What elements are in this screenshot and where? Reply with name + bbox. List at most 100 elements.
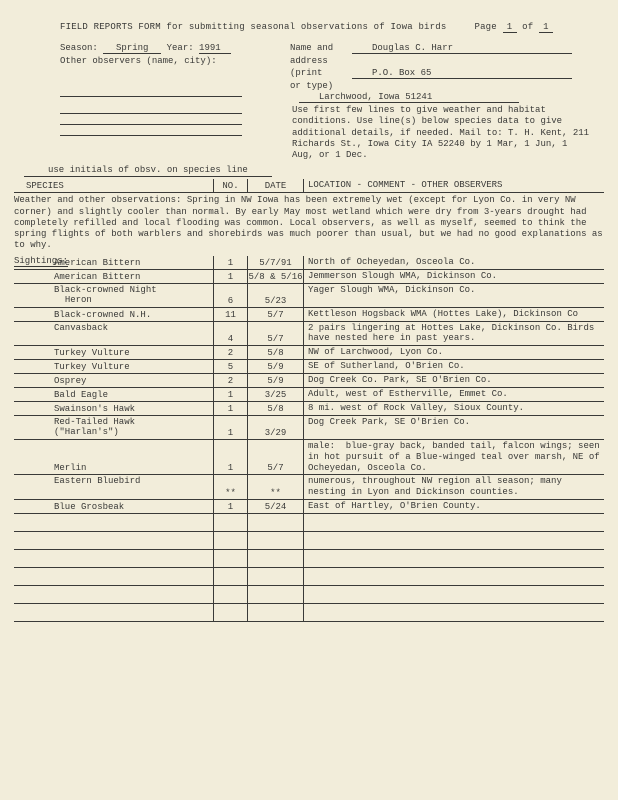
date-cell: 3/25 [248, 388, 304, 401]
count-cell: 1 [214, 416, 248, 439]
name-label-3: (print [290, 68, 352, 79]
location-cell: Jemmerson Slough WMA, Dickinson Co. [304, 270, 604, 283]
sightings-label: Sightings: [14, 256, 68, 267]
location-cell: East of Hartley, O'Brien County. [304, 500, 604, 513]
weather-observations: Weather and other observations: Spring i… [14, 195, 604, 251]
location-cell: 2 pairs lingering at Hottes Lake, Dickin… [304, 322, 604, 346]
date-cell: 5/7 [248, 308, 304, 321]
table-row: Swainson's Hawk15/88 mi. west of Rock Va… [14, 402, 604, 416]
location-cell: NW of Larchwood, Lyon Co. [304, 346, 604, 359]
species-cell: Canvasback [14, 322, 214, 346]
table-row: Bald Eagle13/25Adult, west of Esthervill… [14, 388, 604, 402]
count-cell: 2 [214, 346, 248, 359]
count-cell: 5 [214, 360, 248, 373]
of-label: of [522, 22, 533, 32]
name-label-2: address [290, 56, 352, 66]
count-cell: 1 [214, 270, 248, 283]
table-header-row: SPECIES NO. DATE LOCATION - COMMENT - OT… [14, 179, 604, 193]
table-row-blank [14, 550, 604, 568]
date-cell: 5/8 [248, 402, 304, 415]
date-cell: 5/23 [248, 284, 304, 307]
sightings-table: SPECIES NO. DATE LOCATION - COMMENT - OT… [14, 179, 604, 622]
form-title: FIELD REPORTS FORM for submitting season… [60, 22, 604, 33]
species-cell: Merlin [14, 440, 214, 474]
date-cell: 5/8 & 5/16 [248, 270, 304, 283]
species-cell: Black-crowned Night Heron [14, 284, 214, 307]
count-cell: 6 [214, 284, 248, 307]
table-row: Sightings:American Bittern15/7/91North o… [14, 256, 604, 270]
table-row: Osprey25/9Dog Creek Co. Park, SE O'Brien… [14, 374, 604, 388]
other-observers-label: Other observers (name, city): [60, 56, 290, 66]
season-value: Spring [103, 43, 161, 54]
address-line2: Larchwood, Iowa 51241 [299, 92, 519, 103]
location-cell: Yager Slough WMA, Dickinson Co. [304, 284, 604, 307]
location-cell: Kettleson Hogsback WMA (Hottes Lake), Di… [304, 308, 604, 321]
species-cell: Turkey Vulture [14, 346, 214, 359]
date-cell: 5/7/91 [248, 256, 304, 269]
date-cell: 5/7 [248, 322, 304, 346]
location-cell: Adult, west of Estherville, Emmet Co. [304, 388, 604, 401]
location-cell: 8 mi. west of Rock Valley, Sioux County. [304, 402, 604, 415]
page-total: 1 [539, 22, 553, 33]
count-cell: 1 [214, 402, 248, 415]
count-cell: ** [214, 475, 248, 499]
table-row-blank [14, 532, 604, 550]
date-cell: 5/7 [248, 440, 304, 474]
species-cell: Bald Eagle [14, 388, 214, 401]
col-species: SPECIES [14, 179, 214, 192]
location-cell: male: blue-gray back, banded tail, falco… [304, 440, 604, 474]
species-cell: Swainson's Hawk [14, 402, 214, 415]
name-label-1: Name and [290, 43, 352, 54]
species-cell: Red-Tailed Hawk ("Harlan's") [14, 416, 214, 439]
season-label: Season: [60, 43, 98, 53]
location-cell: North of Ocheyedan, Osceola Co. [304, 256, 604, 269]
year-label: Year: [167, 43, 194, 53]
page-current: 1 [503, 22, 517, 33]
table-row: Black-crowned Night Heron65/23Yager Slou… [14, 284, 604, 308]
count-cell: 11 [214, 308, 248, 321]
location-cell: Dog Creek Park, SE O'Brien Co. [304, 416, 604, 439]
col-no: NO. [214, 179, 248, 192]
location-cell: Dog Creek Co. Park, SE O'Brien Co. [304, 374, 604, 387]
location-cell: SE of Sutherland, O'Brien Co. [304, 360, 604, 373]
address-line1: P.O. Box 65 [352, 68, 572, 79]
table-row-blank [14, 586, 604, 604]
table-row-blank [14, 568, 604, 586]
species-cell: American Bittern [14, 270, 214, 283]
table-row: Turkey Vulture55/9SE of Sutherland, O'Br… [14, 360, 604, 374]
initials-note: use initials of obsv. on species line [24, 165, 272, 177]
count-cell: 2 [214, 374, 248, 387]
year-value: 1991 [199, 43, 231, 54]
species-cell: Osprey [14, 374, 214, 387]
date-cell: 3/29 [248, 416, 304, 439]
weather-label: Weather and other observations: [14, 195, 181, 205]
count-cell: 4 [214, 322, 248, 346]
date-cell: 5/8 [248, 346, 304, 359]
species-cell: Black-crowned N.H. [14, 308, 214, 321]
location-cell: numerous, throughout NW region all seaso… [304, 475, 604, 499]
table-row: American Bittern15/8 & 5/16Jemmerson Slo… [14, 270, 604, 284]
date-cell: 5/9 [248, 374, 304, 387]
date-cell: 5/24 [248, 500, 304, 513]
col-location: LOCATION - COMMENT - OTHER OBSERVERS [304, 179, 604, 192]
date-cell: 5/9 [248, 360, 304, 373]
name-label-4: or type) [290, 81, 352, 91]
table-row: Turkey Vulture25/8NW of Larchwood, Lyon … [14, 346, 604, 360]
table-row: Eastern Bluebird****numerous, throughout… [14, 475, 604, 500]
instructions-text: Use first few lines to give weather and … [292, 105, 592, 161]
date-cell: ** [248, 475, 304, 499]
table-row: Blue Grosbeak15/24East of Hartley, O'Bri… [14, 500, 604, 514]
table-row-blank [14, 604, 604, 622]
table-row: Merlin15/7male: blue-gray back, banded t… [14, 440, 604, 475]
table-row: Red-Tailed Hawk ("Harlan's")13/29Dog Cre… [14, 416, 604, 440]
count-cell: 1 [214, 256, 248, 269]
season-year-block: Season: Spring Year: 1991 [60, 43, 290, 54]
title-text: FIELD REPORTS FORM for submitting season… [60, 22, 446, 32]
count-cell: 1 [214, 440, 248, 474]
page-label: Page [474, 22, 496, 32]
species-cell: Turkey Vulture [14, 360, 214, 373]
species-cell: Eastern Bluebird [14, 475, 214, 499]
col-date: DATE [248, 179, 304, 192]
table-row-blank [14, 514, 604, 532]
count-cell: 1 [214, 388, 248, 401]
